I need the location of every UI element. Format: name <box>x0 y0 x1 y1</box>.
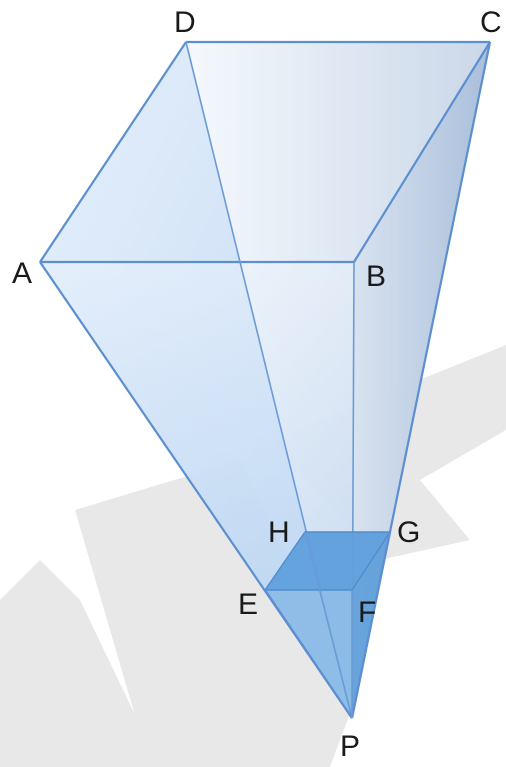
label-e: E <box>238 588 258 621</box>
label-c: C <box>480 6 502 39</box>
edge-ep <box>264 589 353 719</box>
label-b: B <box>366 260 386 293</box>
square-efgh <box>265 532 390 590</box>
watermark-stripe-2 <box>75 460 355 767</box>
label-g: G <box>397 516 420 549</box>
label-a: A <box>12 257 32 290</box>
label-d: D <box>174 6 196 39</box>
edge-cb <box>353 41 491 263</box>
edge-gp <box>350 531 392 719</box>
point-labels: D C A B H G E F P <box>12 6 502 763</box>
watermark-shapes <box>0 345 506 767</box>
small-pyramid <box>263 531 392 719</box>
edge-ad <box>39 41 187 263</box>
label-h: H <box>268 516 290 549</box>
edge-hp <box>304 531 353 719</box>
label-p: P <box>340 730 360 763</box>
watermark-stripe-1 <box>0 560 160 767</box>
label-f: F <box>358 596 376 629</box>
